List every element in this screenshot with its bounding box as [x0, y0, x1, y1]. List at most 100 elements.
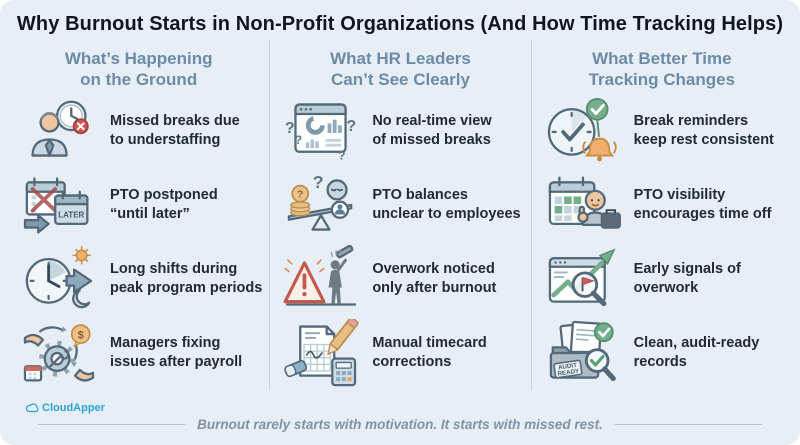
question-mark-glyph: ? [295, 133, 303, 147]
list-item: Early signals of overwork [538, 242, 786, 316]
list-item: ? ? ? ? No real-time view of missed brea… [276, 94, 524, 168]
list-item: AUDIT READY Clean, audit-ready records [538, 316, 786, 390]
cloud-icon [26, 403, 39, 413]
list-item: Long shifts during peak program periods [14, 242, 263, 316]
icon-wrap: AUDIT READY [538, 319, 628, 387]
item-line: Break reminders [633, 113, 749, 130]
column-header: What HR Leaders Can’t See Clearly [276, 48, 524, 90]
column-header: What Better Time Tracking Changes [538, 48, 786, 90]
item-line: “until later” [110, 206, 190, 223]
item-line: encourages time off [633, 206, 772, 223]
question-mark-glyph: ? [347, 117, 357, 135]
item-text: Clean, audit-ready records [634, 334, 760, 372]
long-shift-clock-icon [25, 246, 93, 309]
list-item: LATER PTO postponed “until later” [14, 168, 263, 242]
later-label: LATER [58, 210, 84, 219]
item-text: No real-time view of missed breaks [372, 112, 491, 150]
item-line: only after burnout [372, 280, 497, 297]
icon-wrap [276, 245, 366, 313]
header-line: What Better Time [592, 49, 732, 68]
item-text: PTO visibility encourages time off [634, 186, 772, 224]
item-line: Early signals of [633, 261, 741, 278]
icon-wrap [14, 97, 104, 165]
list-item: $ Managers fixing issues after payroll [14, 316, 263, 390]
column-header: What’s Happening on the Ground [14, 48, 263, 90]
header-line: on the Ground [80, 70, 198, 90]
list-item: Break reminders keep rest consistent [538, 94, 786, 168]
item-line: issues after payroll [110, 354, 243, 371]
dashboard-questions-icon: ? ? ? ? [285, 103, 357, 162]
divider-line [38, 424, 186, 425]
footer-quote: Burnout rarely starts with motivation. I… [197, 417, 603, 432]
item-line: peak program periods [110, 280, 263, 297]
item-line: keep rest consistent [633, 132, 774, 149]
item-line: Manual timecard [372, 335, 487, 352]
item-line: unclear to employees [372, 206, 521, 223]
missed-break-clock-worker-icon [31, 100, 89, 157]
item-text: Missed breaks due to understaffing [110, 112, 240, 150]
audit-ready-folder-icon: AUDIT READY [549, 320, 616, 382]
item-line: Clean, audit-ready [633, 335, 760, 352]
overwork-warning-telescope-icon [283, 245, 357, 306]
question-mark-glyph: ? [338, 148, 346, 162]
item-line: Overwork noticed [372, 261, 495, 278]
header-line: Can’t See Clearly [331, 70, 470, 90]
item-line: Managers fixing [110, 335, 221, 352]
list-item: ? ? PTO balances unclear to employees [276, 168, 524, 242]
item-text: Early signals of overwork [634, 260, 741, 298]
item-text: PTO balances unclear to employees [372, 186, 520, 224]
icon-wrap: $ [14, 319, 104, 387]
icon-wrap [14, 245, 104, 313]
question-mark-glyph: ? [285, 119, 295, 137]
timecard-pencil-calculator-icon [284, 319, 359, 387]
footer: CloudApper Burnout rarely starts with mo… [0, 401, 800, 439]
break-reminder-clock-bell-icon [547, 98, 617, 162]
column-hr-cant-see: What HR Leaders Can’t See Clearly ? ? [269, 40, 530, 391]
icon-wrap [538, 97, 628, 165]
item-text: PTO postponed “until later” [110, 186, 218, 224]
pto-balance-seesaw-icon: ? ? [288, 172, 353, 231]
item-text: Manual timecard corrections [372, 334, 486, 372]
item-text: Overwork noticed only after burnout [372, 260, 496, 298]
item-line: PTO balances [372, 187, 468, 204]
column-on-the-ground: What’s Happening on the Ground [8, 40, 269, 390]
audit-stamp-line: AUDIT [557, 362, 577, 372]
pto-postponed-calendar-icon: LATER [23, 177, 89, 234]
item-line: overwork [633, 280, 699, 297]
brand-name: CloudApper [42, 402, 105, 414]
list-item: Overwork noticed only after burnout [276, 242, 524, 316]
page-title: Why Burnout Starts in Non-Profit Organiz… [16, 13, 784, 35]
question-mark-glyph: ? [297, 190, 303, 201]
item-line: No real-time view [372, 113, 492, 130]
brand-logo[interactable]: CloudApper [26, 402, 105, 414]
audit-stamp-line: READY [557, 368, 580, 378]
list-item: Missed breaks due to understaffing [14, 94, 263, 168]
item-text: Break reminders keep rest consistent [634, 112, 774, 150]
item-line: corrections [372, 354, 452, 371]
manager-gear-fix-icon: $ [23, 324, 95, 382]
overwork-signal-chart-icon [548, 248, 616, 307]
dollar-glyph: $ [78, 330, 85, 342]
item-line: PTO postponed [110, 187, 218, 204]
item-line: records [633, 354, 687, 371]
icon-wrap [276, 319, 366, 387]
column-time-tracking-changes: What Better Time Tracking Changes [530, 40, 792, 391]
icon-wrap [538, 171, 628, 239]
item-line: Long shifts during [110, 261, 238, 278]
question-mark-glyph: ? [313, 172, 324, 192]
pto-calendar-thumbsup-icon [548, 176, 621, 229]
item-line: PTO visibility [633, 187, 726, 204]
quote-row: Burnout rarely starts with motivation. I… [0, 417, 800, 432]
header-line: What HR Leaders [330, 49, 471, 68]
item-line: to understaffing [110, 132, 221, 149]
header-line: Tracking Changes [588, 70, 736, 90]
header-line: What’s Happening [64, 49, 213, 68]
icon-wrap [538, 245, 628, 313]
item-text: Long shifts during peak program periods [110, 260, 262, 298]
list-item: PTO visibility encourages time off [538, 168, 786, 242]
item-line: of missed breaks [372, 132, 491, 149]
list-item: Manual timecard corrections [276, 316, 524, 390]
columns-container: What’s Happening on the Ground [0, 40, 800, 391]
item-text: Managers fixing issues after payroll [110, 334, 242, 372]
